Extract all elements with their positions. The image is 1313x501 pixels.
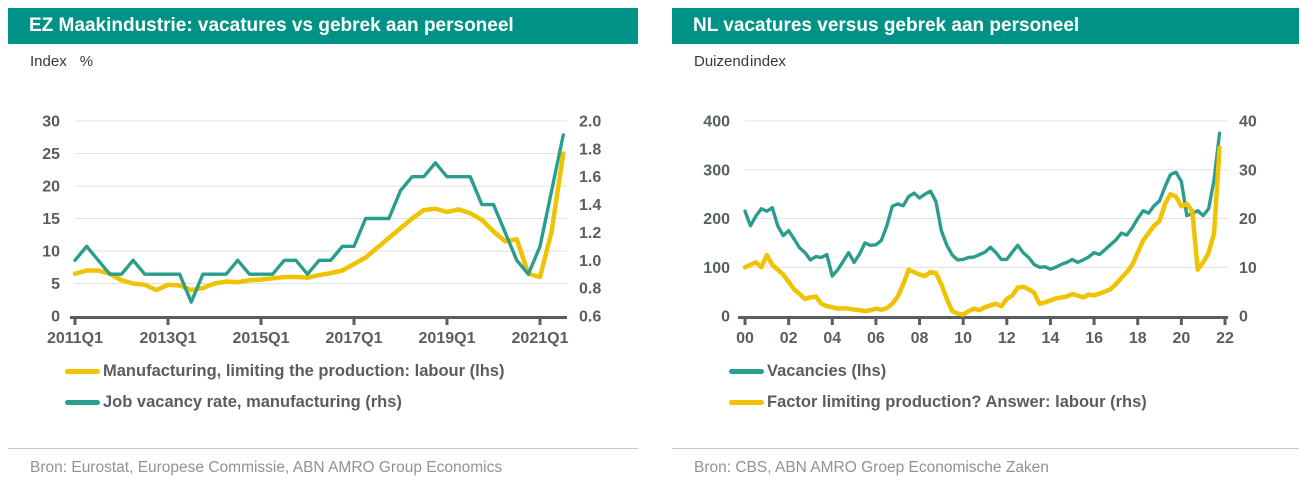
x-axis-tick-label: 14 [1042, 330, 1060, 347]
legend-item: Vacancies (lhs) [729, 356, 1299, 387]
x-axis-tick-label: 2019Q1 [419, 330, 476, 347]
right-axis-tick-label: 20 [1239, 211, 1257, 228]
right-axis-tick-label: 1.4 [579, 197, 601, 214]
x-axis-tick-label: 18 [1129, 330, 1147, 347]
x-axis-tick-label: 2021Q1 [512, 330, 569, 347]
left-axis-tick-label: 25 [42, 146, 60, 163]
left-axis-tick-label: 0 [51, 309, 60, 326]
right-axis-tick-label: 40 [1239, 114, 1257, 131]
chart-panel-left: EZ Maakindustrie: vacatures vs gebrek aa… [8, 8, 638, 477]
right-axis-tick-label: 0 [1239, 309, 1248, 326]
series-line [73, 133, 565, 304]
x-axis-tick-label: 2013Q1 [140, 330, 197, 347]
x-axis-tick-label: 06 [867, 330, 885, 347]
source-divider [8, 448, 638, 449]
right-axis-tick-label: 0.6 [579, 309, 601, 326]
x-axis-tick-label: 12 [998, 330, 1016, 347]
legend-label: Manufacturing, limiting the production: … [103, 362, 505, 380]
axis-units-row: Duizendindex [694, 53, 1299, 72]
legend: Manufacturing, limiting the production: … [65, 356, 638, 418]
left-axis-tick-label: 100 [703, 260, 730, 277]
right-axis-unit-label: index [750, 53, 786, 70]
right-axis-tick-label: 1.0 [579, 253, 601, 270]
x-axis-tick-label: 2011Q1 [47, 330, 103, 347]
left-axis-tick-label: 10 [42, 244, 60, 261]
left-axis-tick-label: 400 [703, 114, 730, 131]
x-axis-tick-label: 04 [823, 330, 841, 347]
legend-swatch-teal [65, 400, 100, 405]
series-line [72, 151, 566, 293]
legend: Vacancies (lhs) Factor limiting producti… [729, 356, 1299, 418]
x-axis-tick-label: 10 [954, 330, 972, 347]
legend-item: Factor limiting production? Answer: labo… [729, 387, 1299, 418]
left-axis-tick-label: 300 [703, 162, 730, 179]
right-axis-unit-label: % [79, 53, 94, 70]
left-axis-tick-label: 15 [42, 211, 60, 228]
x-axis-tick-label: 2015Q1 [233, 330, 290, 347]
legend-label: Factor limiting production? Answer: labo… [767, 393, 1147, 411]
legend-label: Vacancies (lhs) [767, 362, 887, 380]
line-chart-ez-maakindustrie: 0 5 10 15 20 25 30 0.6 0.8 1.0 1.2 1.4 1.6 1.8 2.0 2011… [42, 114, 601, 348]
x-axis-tick-label: 2017Q1 [326, 330, 383, 347]
x-axis-tick-label: 22 [1216, 330, 1234, 347]
series-line [743, 131, 1222, 278]
source-note: Bron: Eurostat, Europese Commissie, ABN … [30, 459, 503, 476]
series-line [742, 145, 1222, 317]
x-axis-tick-label: 08 [911, 330, 929, 347]
left-axis-tick-label: 200 [703, 211, 730, 228]
legend-swatch-teal [729, 369, 764, 374]
left-axis-tick-label: 20 [42, 179, 60, 196]
legend-swatch-yellow [65, 369, 100, 374]
right-axis-tick-label: 2.0 [579, 114, 601, 131]
x-axis-tick-label: 02 [780, 330, 798, 347]
left-axis-unit-label: Index [30, 53, 67, 70]
right-axis-tick-label: 10 [1239, 260, 1257, 277]
right-axis-tick-label: 30 [1239, 162, 1257, 179]
x-axis-tick-label: 20 [1172, 330, 1190, 347]
chart-title: NL vacatures versus gebrek aan personeel [693, 15, 1080, 36]
axis-units-row: Index% [30, 53, 638, 72]
right-axis-tick-label: 1.2 [579, 225, 601, 242]
x-axis-tick-label: 00 [736, 330, 754, 347]
right-axis-tick-label: 0.8 [579, 281, 601, 298]
legend-label: Job vacancy rate, manufacturing (rhs) [103, 393, 402, 411]
chart-panel-right: NL vacatures versus gebrek aan personeel… [672, 8, 1299, 477]
legend-item: Job vacancy rate, manufacturing (rhs) [65, 387, 638, 418]
right-axis-tick-label: 1.8 [579, 141, 601, 158]
source-note: Bron: CBS, ABN AMRO Groep Economische Za… [694, 459, 1049, 476]
source-divider [672, 448, 1299, 449]
x-axis-tick-label: 16 [1085, 330, 1103, 347]
chart-title-bar: EZ Maakindustrie: vacatures vs gebrek aa… [8, 8, 638, 44]
left-axis-tick-label: 5 [51, 276, 60, 293]
chart-title: EZ Maakindustrie: vacatures vs gebrek aa… [29, 15, 514, 36]
legend-swatch-yellow [729, 400, 764, 405]
chart-title-bar: NL vacatures versus gebrek aan personeel [672, 8, 1299, 44]
left-axis-tick-label: 30 [42, 114, 60, 131]
right-axis-tick-label: 1.6 [579, 169, 601, 186]
left-axis-tick-label: 0 [721, 309, 730, 326]
legend-item: Manufacturing, limiting the production: … [65, 356, 638, 387]
left-axis-unit-label: Duizend [694, 53, 750, 70]
